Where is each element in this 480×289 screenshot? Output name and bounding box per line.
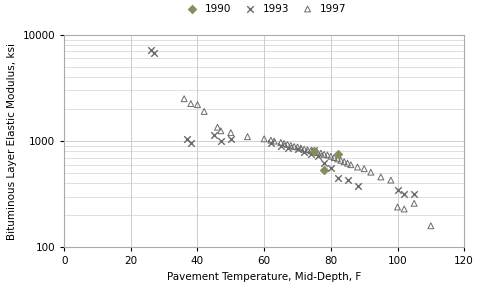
1997 — [303, 147, 311, 152]
1993 — [183, 136, 191, 141]
1997 — [306, 149, 314, 153]
1997 — [409, 201, 417, 206]
1993 — [216, 139, 224, 143]
1997 — [290, 144, 298, 149]
1993 — [266, 141, 274, 145]
1990 — [320, 168, 327, 173]
1997 — [187, 101, 194, 106]
1997 — [360, 166, 367, 171]
1993 — [293, 147, 301, 151]
1997 — [340, 160, 348, 164]
Y-axis label: Bituminous Layer Elastic Modulus, ksi: Bituminous Layer Elastic Modulus, ksi — [7, 42, 17, 240]
1997 — [313, 150, 321, 155]
1997 — [346, 162, 354, 167]
1993 — [147, 48, 155, 52]
1997 — [296, 146, 304, 150]
1993 — [393, 187, 400, 192]
1997 — [270, 139, 277, 143]
1997 — [276, 140, 284, 145]
1997 — [316, 151, 324, 155]
1993 — [306, 151, 314, 156]
1997 — [200, 109, 207, 114]
1997 — [266, 138, 274, 142]
1997 — [243, 134, 251, 139]
1997 — [376, 175, 384, 179]
1993 — [399, 191, 407, 196]
1993 — [353, 184, 360, 188]
1993 — [276, 144, 284, 148]
1997 — [353, 165, 360, 169]
1993 — [343, 178, 350, 182]
1997 — [287, 143, 294, 148]
1993 — [150, 50, 157, 55]
1997 — [426, 223, 434, 228]
X-axis label: Pavement Temperature, Mid-Depth, F: Pavement Temperature, Mid-Depth, F — [167, 272, 360, 282]
1997 — [320, 152, 327, 157]
1997 — [260, 136, 267, 141]
1997 — [386, 178, 394, 182]
1997 — [280, 141, 288, 146]
1997 — [393, 205, 400, 209]
1993 — [313, 153, 321, 158]
1997 — [366, 170, 374, 175]
1997 — [343, 161, 350, 166]
1993 — [187, 141, 194, 146]
1993 — [333, 176, 341, 180]
1997 — [336, 158, 344, 163]
1993 — [300, 150, 307, 154]
1997 — [300, 147, 307, 151]
1993 — [409, 191, 417, 196]
1997 — [227, 130, 234, 135]
1997 — [326, 154, 334, 159]
1993 — [227, 136, 234, 141]
1997 — [180, 97, 188, 101]
1997 — [399, 207, 407, 211]
1993 — [326, 166, 334, 170]
1990 — [310, 149, 317, 154]
1993 — [210, 132, 217, 137]
1997 — [216, 128, 224, 133]
1990 — [333, 151, 341, 156]
1997 — [193, 102, 201, 107]
1993 — [320, 161, 327, 166]
1997 — [283, 142, 291, 147]
1997 — [310, 149, 317, 154]
1997 — [213, 125, 221, 129]
1993 — [283, 145, 291, 150]
1997 — [293, 145, 301, 149]
Legend: 1990, 1993, 1997: 1990, 1993, 1997 — [181, 4, 346, 14]
1997 — [330, 155, 337, 160]
1997 — [333, 157, 341, 161]
1997 — [323, 153, 331, 157]
1993 — [310, 148, 317, 153]
